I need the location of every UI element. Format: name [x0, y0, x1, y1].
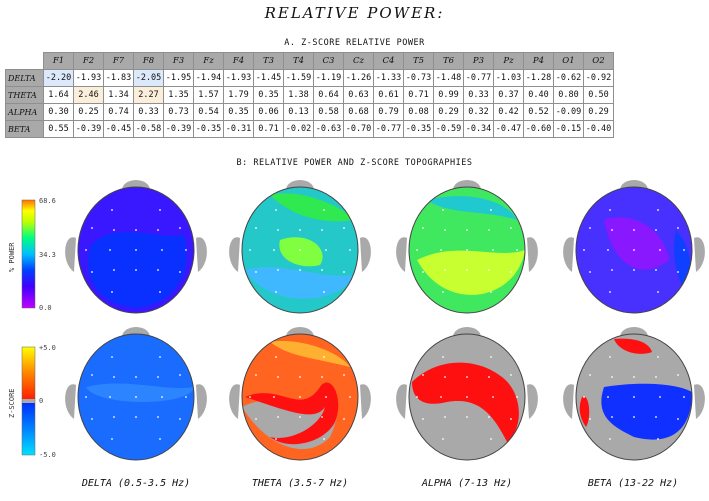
table-cell: 0.08	[403, 103, 434, 121]
section-a-title: A. Z-SCORE RELATIVE POWER	[284, 38, 425, 48]
table-cell: -1.93	[223, 69, 254, 87]
topomap-power-0	[65, 180, 207, 314]
table-cell: 0.25	[73, 103, 104, 121]
table-cell: 2.27	[133, 86, 164, 104]
column-header: T6	[433, 52, 464, 70]
column-header: P4	[523, 52, 554, 70]
table-cell: 0.71	[253, 120, 284, 138]
table-cell: -1.03	[493, 69, 524, 87]
table-cell: -0.39	[73, 120, 104, 138]
table-cell: 0.33	[133, 103, 164, 121]
table-cell: 0.06	[253, 103, 284, 121]
band-label-delta: DELTA (0.5-3.5 Hz)	[81, 478, 191, 489]
column-header: F4	[223, 52, 254, 70]
column-header: O2	[583, 52, 614, 70]
table-cell: 0.52	[523, 103, 554, 121]
band-label-alpha: ALPHA (7-13 Hz)	[421, 478, 513, 489]
table-cell: -1.19	[313, 69, 344, 87]
table-row: BETA 0.55 -0.39 -0.45 -0.58 -0.39 -0.35 -0.31 0.…	[5, 120, 614, 138]
table-cell: 0.29	[583, 103, 614, 121]
table-cell: 1.79	[223, 86, 254, 104]
zscore-tick-min: -5.0	[39, 451, 56, 459]
table-cell: 0.33	[463, 86, 494, 104]
table-row: THETA 1.64 2.46 1.34 2.27 1.35 1.57 1.79 0.35 1.3…	[5, 86, 614, 104]
table-cell: -0.58	[133, 120, 164, 138]
table-cell: -0.39	[163, 120, 194, 138]
table-cell: -0.34	[463, 120, 494, 138]
table-cell: 2.46	[73, 86, 104, 104]
zscore-tick-max: +5.0	[39, 344, 56, 352]
table-cell: -1.95	[163, 69, 194, 87]
table-cell: -0.60	[523, 120, 554, 138]
column-header: Fz	[193, 52, 224, 70]
table-cell: 0.71	[403, 86, 434, 104]
section-b-title: B: RELATIVE POWER AND Z-SCORE TOPOGRAPHI…	[236, 158, 473, 168]
zscore-tick-mid: 0	[39, 397, 44, 405]
zscore-table: F1 F2 F7 F8 F3 Fz F4 T3 T4 C3 Cz C4 T5 T6 P3 Pz P4 O1 O2 DE…	[5, 52, 614, 138]
table-cell: -1.26	[343, 69, 374, 87]
table-cell: -0.15	[553, 120, 584, 138]
table-cell: -0.92	[583, 69, 614, 87]
table-cell: 0.30	[43, 103, 74, 121]
column-header: P3	[463, 52, 494, 70]
table-row: ALPHA 0.30 0.25 0.74 0.33 0.73 0.54 0.35 0.06 0.1…	[5, 103, 614, 121]
table-cell: 0.80	[553, 86, 584, 104]
table-cell: -2.05	[133, 69, 164, 87]
table-cell: 1.34	[103, 86, 134, 104]
topomap-power-3	[563, 180, 705, 314]
table-cell: -0.02	[283, 120, 314, 138]
table-cell: 1.57	[193, 86, 224, 104]
topomap-power-2	[396, 180, 538, 314]
table-cell: -0.63	[313, 120, 344, 138]
power-tick-mid: 34.3	[39, 251, 56, 259]
column-header: Pz	[493, 52, 524, 70]
band-label-beta: BETA (13-22 Hz)	[587, 478, 679, 489]
topomap-z-1	[229, 327, 371, 461]
table-cell: 0.29	[433, 103, 464, 121]
table-row: DELTA -2.20 -1.93 -1.83 -2.05 -1.95 -1.94 -1.93…	[5, 69, 614, 87]
table-cell: 0.99	[433, 86, 464, 104]
power-tick-min: 0.0	[39, 304, 52, 312]
row-header: DELTA	[5, 69, 44, 87]
table-cell: 0.54	[193, 103, 224, 121]
table-cell: 0.42	[493, 103, 524, 121]
topomap-z-0	[65, 327, 207, 461]
table-cell: 0.74	[103, 103, 134, 121]
power-tick-max: 68.6	[39, 197, 56, 205]
table-cell: -0.59	[433, 120, 464, 138]
table-cell: 1.64	[43, 86, 74, 104]
table-cell: -1.93	[73, 69, 104, 87]
table-cell: 0.40	[523, 86, 554, 104]
table-cell: -1.83	[103, 69, 134, 87]
column-header: O1	[553, 52, 584, 70]
row-header: THETA	[5, 86, 44, 104]
table-cell: -2.20	[43, 69, 74, 87]
table-cell: 0.55	[43, 120, 74, 138]
table-cell: -0.45	[103, 120, 134, 138]
column-header: T4	[283, 52, 314, 70]
topomap-z-2	[396, 327, 538, 461]
column-header: T5	[403, 52, 434, 70]
table-cell: -0.77	[463, 69, 494, 87]
table-cell: 0.73	[163, 103, 194, 121]
table-corner	[5, 52, 44, 70]
row-header: BETA	[5, 120, 44, 138]
topomap-z-3	[563, 327, 705, 461]
band-label-theta: THETA (3.5-7 Hz)	[251, 478, 349, 489]
column-header: C3	[313, 52, 344, 70]
table-cell: -1.94	[193, 69, 224, 87]
table-cell: -0.31	[223, 120, 254, 138]
table-cell: -0.73	[403, 69, 434, 87]
table-cell: -0.47	[493, 120, 524, 138]
table-cell: -0.35	[403, 120, 434, 138]
page-title: RELATIVE POWER:	[264, 4, 445, 22]
table-cell: -0.40	[583, 120, 614, 138]
topomap-power-1	[229, 180, 371, 314]
